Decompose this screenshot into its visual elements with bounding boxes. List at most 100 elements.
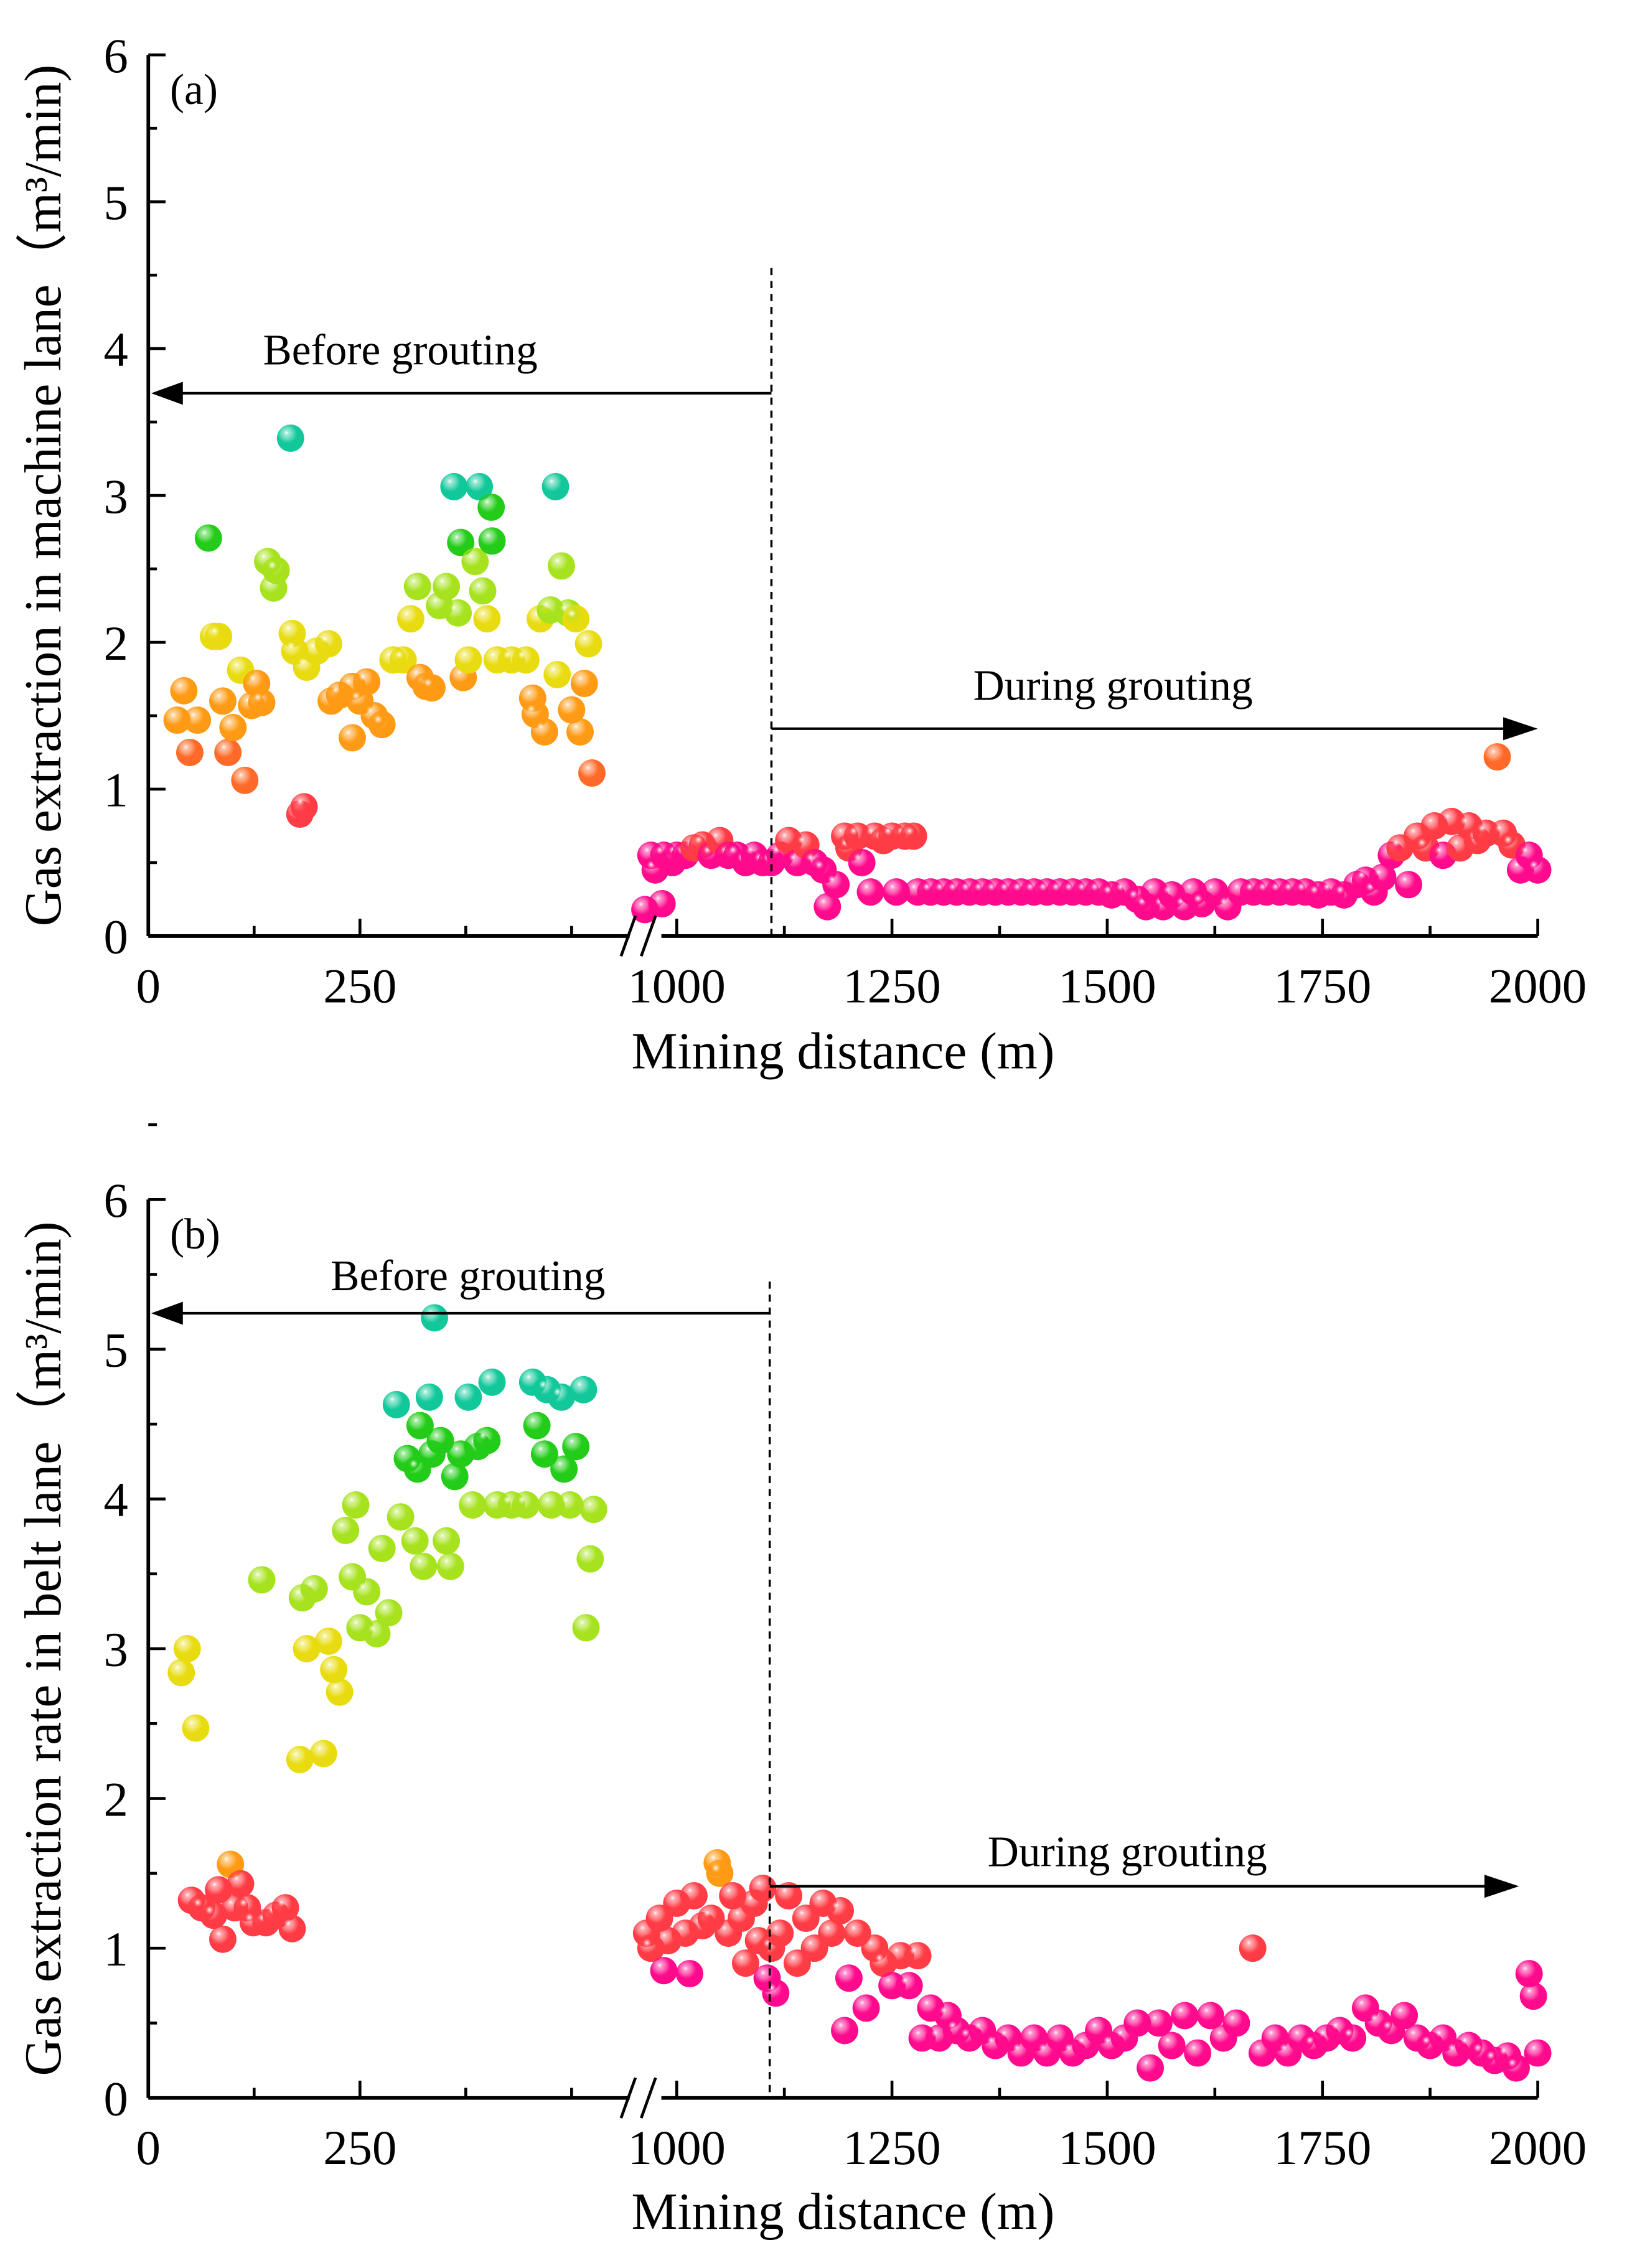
data-point: [570, 670, 598, 698]
x-tick-label: 1000: [628, 959, 726, 1013]
data-point: [731, 1949, 759, 1977]
data-point: [827, 1897, 855, 1924]
data-point: [512, 646, 540, 674]
y-axis-title: Gas extraction rate in belt lane（m³/min): [15, 1222, 72, 2076]
data-point: [418, 674, 446, 702]
data-point: [461, 548, 489, 576]
data-point: [1158, 2031, 1186, 2059]
data-point: [271, 1894, 299, 1922]
data-point: [403, 573, 431, 601]
during-grouting-label: During grouting: [988, 1828, 1267, 1876]
data-point: [883, 878, 910, 906]
data-point: [766, 1919, 794, 1947]
y-tick-label: 4: [104, 1473, 128, 1527]
data-point: [182, 1714, 210, 1742]
data-point: [433, 1527, 461, 1555]
data-point: [339, 724, 367, 752]
data-point: [262, 556, 290, 584]
x-tick-label: 1500: [1058, 959, 1156, 1013]
data-point: [176, 739, 204, 766]
y-tick-label: 1: [104, 764, 128, 818]
data-point: [315, 630, 342, 658]
data-point: [904, 1942, 932, 1970]
data-point: [293, 1635, 321, 1662]
data-point: [200, 1901, 227, 1929]
data-point: [1239, 1934, 1267, 1962]
data-point: [375, 1599, 403, 1627]
x-tick-label: 1000: [628, 2121, 726, 2175]
data-point: [548, 552, 576, 580]
data-point: [542, 472, 570, 500]
data-point: [444, 599, 472, 627]
data-point: [848, 848, 876, 876]
x-tick-label: 1500: [1058, 2121, 1156, 2175]
data-point: [762, 1979, 790, 2007]
data-point: [676, 1960, 703, 1988]
data-point: [719, 1881, 747, 1910]
data-point: [818, 1919, 846, 1947]
y-tick-label: 3: [104, 470, 128, 524]
data-point: [548, 1383, 576, 1411]
data-point: [576, 1545, 604, 1573]
data-point: [1171, 2002, 1199, 2030]
data-point: [1524, 2039, 1552, 2067]
y-axis-title: Gas extraction in machine lane（m³/min): [15, 65, 72, 927]
arrow-head-left-icon: [151, 382, 183, 405]
data-point: [227, 1870, 255, 1898]
data-point: [353, 668, 381, 696]
data-point: [459, 1491, 487, 1519]
data-point: [248, 1566, 276, 1594]
data-point: [205, 1876, 233, 1904]
x-tick-label: 250: [323, 959, 396, 1013]
data-point: [342, 1491, 370, 1519]
data-point: [1503, 2054, 1530, 2082]
data-point: [300, 1575, 328, 1603]
x-tick-label: 1250: [843, 2121, 940, 2175]
data-point: [426, 1427, 454, 1455]
data-point: [562, 1433, 590, 1461]
data-point: [574, 630, 603, 658]
data-point: [1483, 743, 1511, 771]
axis-break-mark: [640, 915, 657, 957]
y-tick-label: 6: [104, 1174, 128, 1228]
y-tick-label: 1: [104, 1923, 128, 1977]
data-point: [648, 890, 676, 917]
data-point: [831, 2017, 858, 2045]
y-tick-label: 6: [104, 29, 128, 83]
data-point: [290, 793, 318, 821]
data-point: [276, 424, 304, 452]
data-point: [368, 711, 396, 739]
data-point: [278, 1914, 306, 1942]
data-point: [1395, 871, 1423, 899]
data-point: [401, 1527, 429, 1555]
data-point: [410, 1552, 438, 1580]
x-tick-label: 250: [323, 2121, 396, 2175]
panel-a: 0 1 2 3 4 5 6 0 250 1000 1250 1500 1750 2000 Mining di…: [15, 29, 1587, 1080]
during-grouting-label: During grouting: [973, 662, 1253, 710]
panel-label: (b): [170, 1211, 220, 1258]
data-point: [1184, 2039, 1212, 2067]
data-point: [363, 1619, 391, 1647]
data-point: [421, 1304, 448, 1332]
data-point: [680, 1881, 708, 1910]
data-point: [389, 646, 417, 674]
y-tick-label: 4: [104, 323, 128, 377]
data-point: [396, 605, 424, 633]
panel-label: (a): [170, 66, 218, 114]
y-tick-label: 0: [104, 2072, 128, 2126]
data-point: [895, 1972, 923, 2000]
data-point: [219, 713, 247, 741]
data-point: [214, 739, 242, 766]
data-point: [415, 1383, 443, 1411]
axis-break-mark: [619, 2077, 637, 2119]
x-axis-title: Mining distance (m): [631, 1023, 1054, 1080]
x-tick-label: 0: [136, 2121, 161, 2175]
before-grouting-label: Before grouting: [331, 1252, 605, 1300]
data-point: [562, 605, 590, 633]
y-tick-label: 5: [104, 176, 128, 230]
data-point: [1123, 2009, 1151, 2037]
data-point: [469, 577, 497, 605]
data-point: [814, 893, 842, 921]
data-points: [163, 424, 1552, 924]
data-point: [556, 1491, 584, 1519]
